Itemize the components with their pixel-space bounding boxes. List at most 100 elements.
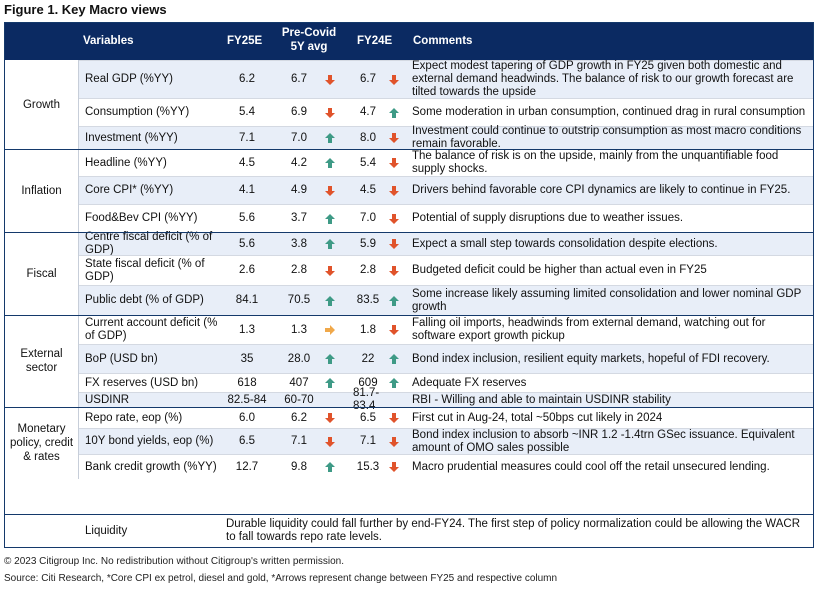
table-header: Variables FY25E Pre-Covid 5Y avg FY24E C… [5,23,813,60]
comment-cell: Bond index inclusion, resilient equity m… [412,352,770,365]
table-row: Bank credit growth (%YY) 12.7 9.8 15.3 Macro… [79,454,813,479]
table-row: 10Y bond yields, eop (%) 6.5 7.1 7.1 Bond in… [79,428,813,454]
fy25e-cell: 618 [237,376,257,389]
up-arrow-icon [321,455,339,479]
fy24e-cell: 5.4 [360,156,376,169]
comment-cell: Macro prudential measures could cool off… [412,460,770,473]
fy25e-cell: 1.3 [239,323,255,336]
group-label: External sector [5,315,79,407]
group-label: Fiscal [5,232,79,315]
source-note: Source: Citi Research, *Core CPI ex petr… [4,573,558,584]
comment-cell: Adequate FX reserves [412,376,527,389]
up-arrow-icon [321,150,339,176]
header-variables: Variables [83,35,134,47]
comment-cell: First cut in Aug-24, total ~50bps cut li… [412,411,663,424]
comment-cell: Budgeted deficit could be higher than ac… [412,264,707,276]
up-arrow-icon [321,233,339,255]
table-row: Food&Bev CPI (%YY) 5.6 3.7 7.0 Potential of … [79,204,813,232]
fy24e-cell: 22 [361,352,375,365]
variable-cell: Public debt (% of GDP) [85,294,204,306]
fy24e-cell: 4.5 [360,184,376,196]
up-arrow-icon [385,99,403,126]
variable-cell: BoP (USD bn) [85,352,158,365]
fy24e-cell: 7.0 [360,212,376,224]
table-row: Investment (%YY) 7.1 7.0 8.0 Investment coul… [79,125,813,150]
variable-cell: Investment (%YY) [85,131,178,144]
table-row: Public debt (% of GDP) 84.1 70.5 83.5 Some i… [79,285,813,315]
down-arrow-icon [385,127,403,149]
precovid-cell: 3.7 [291,212,307,224]
fy25e-cell: 6.0 [239,411,255,424]
down-arrow-icon [385,150,403,176]
comment-cell: Durable liquidity could fall further by … [226,518,801,543]
precovid-cell: 4.2 [291,156,307,169]
precovid-cell: 6.7 [291,73,307,85]
precovid-cell: 6.2 [291,411,307,424]
header-precovid-line1: Pre-Covid [281,27,337,39]
fy25e-cell: 12.7 [235,460,259,473]
variable-cell: Food&Bev CPI (%YY) [85,212,198,224]
table-row: Real GDP (%YY) 6.2 6.7 6.7 Expect modest tap… [79,60,813,98]
fy24e-cell: 83.5 [356,294,380,306]
comment-cell: Some moderation in urban consumption, co… [412,106,806,118]
variable-cell: USDINR [85,393,130,406]
fy25e-cell: 7.1 [239,131,255,144]
table-row: Core CPI* (%YY) 4.1 4.9 4.5 Drivers behind f… [79,176,813,204]
up-arrow-icon [385,374,403,392]
down-arrow-icon [385,233,403,255]
down-arrow-icon [385,429,403,454]
fy24e-cell: 7.1 [360,435,376,447]
precovid-cell: 28.0 [287,352,311,365]
comment-cell: Expect a small step towards consolidatio… [412,237,718,250]
down-arrow-icon [385,61,403,98]
header-precovid-line2: 5Y avg [290,41,328,53]
comment-cell: Bond index inclusion to absorb ~INR 1.2 … [412,428,795,454]
comment-cell: Falling oil imports, headwinds from exte… [412,317,766,342]
variable-cell: State fiscal deficit (% of GDP) [85,257,205,283]
precovid-cell: 7.0 [291,131,307,144]
fy25e-cell: 2.6 [239,264,255,276]
variable-cell: FX reserves (USD bn) [85,376,199,389]
precovid-cell: 60-70 [284,393,314,406]
no-arrow [385,393,403,407]
fy25e-cell: 84.1 [235,294,259,306]
precovid-cell: 70.5 [287,294,311,306]
up-arrow-icon [321,345,339,373]
no-arrow [321,393,339,407]
comment-cell: Expect modest tapering of GDP growth in … [412,60,794,98]
figure-title: Figure 1. Key Macro views [4,2,167,17]
table-row: Current account deficit (% of GDP) 1.3 1.3… [79,315,813,344]
fy25e-cell: 35 [240,352,254,365]
comment-cell: Some increase likely assuming limited co… [412,287,802,313]
down-arrow-icon [321,61,339,98]
table-row: Headline (%YY) 4.5 4.2 5.4 The balance of ri… [79,149,813,176]
down-arrow-icon [385,177,403,204]
variable-cell: Current account deficit (% of GDP) [85,317,218,342]
up-arrow-icon [321,374,339,392]
up-arrow-icon [385,286,403,315]
fy25e-cell: 5.6 [239,237,255,250]
fy24e-cell: 1.8 [360,323,376,336]
down-arrow-icon [385,408,403,428]
down-arrow-icon [321,256,339,285]
table-row: USDINR 82.5-84 60-70 81.7-83.4 RBI - Willing… [79,387,813,412]
fy25e-cell: 5.6 [239,212,255,224]
macro-views-table: Variables FY25E Pre-Covid 5Y avg FY24E C… [4,22,814,548]
precovid-cell: 7.1 [291,435,307,447]
header-fy24e: FY24E [357,35,393,47]
table-row: Centre fiscal deficit (% of GDP) 5.6 3.8 5.… [79,231,813,256]
variable-cell: Core CPI* (%YY) [85,184,174,196]
comment-cell: The balance of risk is on the upside, ma… [412,150,779,175]
group-separator [5,407,813,408]
table-row: BoP (USD bn) 35 28.0 22 Bond index inclusion… [79,344,813,373]
variable-cell: Real GDP (%YY) [85,73,173,85]
down-arrow-icon [321,177,339,204]
variable-cell: Bank credit growth (%YY) [85,460,217,473]
down-arrow-icon [321,408,339,428]
header-comments: Comments [413,35,473,47]
fy24e-cell: 81.7-83.4 [353,387,380,412]
group-separator [5,232,813,233]
fy24e-cell: 2.8 [360,264,376,276]
up-arrow-icon [321,127,339,149]
down-arrow-icon [385,316,403,344]
